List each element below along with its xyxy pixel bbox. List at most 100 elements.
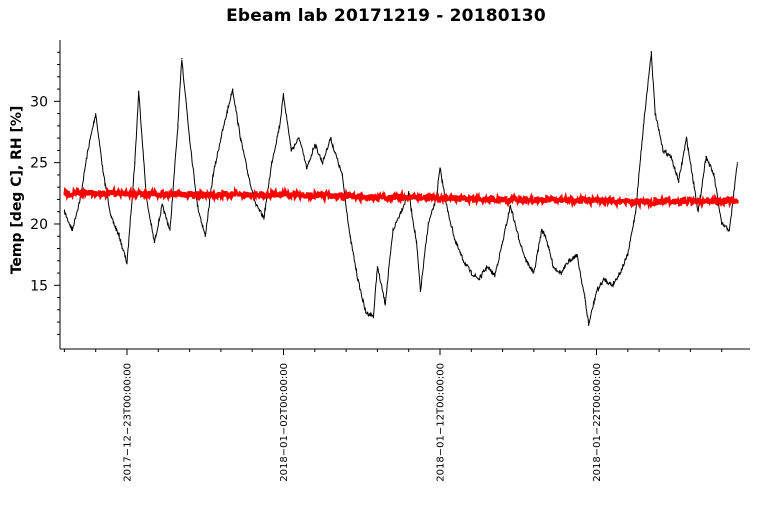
series-0-point <box>110 217 112 219</box>
series-0-point <box>654 113 656 115</box>
series-1 <box>63 184 739 211</box>
series-0-point <box>247 174 249 176</box>
series-1-point <box>642 201 645 203</box>
series-0-point <box>239 137 242 139</box>
series-0-point <box>153 241 155 243</box>
series-0-point <box>541 229 543 231</box>
series-0 <box>63 50 739 326</box>
series-0-point <box>341 174 343 176</box>
series-0-point <box>635 211 637 213</box>
series-0-point <box>619 272 621 274</box>
series-0-point <box>439 168 441 170</box>
series-0-point <box>693 186 695 188</box>
series-0-point <box>576 254 578 256</box>
series-1-point <box>517 198 519 200</box>
series-0-point <box>95 113 97 115</box>
series-0-point <box>118 235 120 237</box>
series-0-point <box>102 174 105 176</box>
series-0-point <box>627 254 629 256</box>
series-0-point <box>196 205 198 207</box>
series-0-point <box>314 143 316 145</box>
series-1-point <box>595 200 598 202</box>
series-0-point <box>478 278 480 280</box>
series-0-point <box>462 260 465 262</box>
series-0-point <box>650 51 652 53</box>
series-1-point <box>126 192 128 194</box>
y-tick-label: 30 <box>30 94 48 110</box>
series-0-point <box>349 235 351 237</box>
series-1-point <box>736 200 739 202</box>
series-1-point <box>439 197 441 199</box>
series-0-point <box>502 241 504 243</box>
series-0-point <box>322 162 324 164</box>
series-0-point <box>87 149 89 151</box>
y-tick-label: 20 <box>30 217 48 233</box>
series-0-point <box>204 235 206 237</box>
series-0-point <box>728 229 731 231</box>
series-0-point <box>169 229 171 231</box>
series-0-point <box>63 211 65 213</box>
series-0-point <box>290 149 292 151</box>
series-0-point <box>365 311 367 313</box>
series-0-point <box>415 241 418 243</box>
series-1-point <box>361 196 363 198</box>
x-tick-label: 2018−01−22T00:00:00 <box>592 363 603 482</box>
series-0-point <box>126 262 128 264</box>
series-0-point <box>282 94 285 96</box>
series-0-point <box>298 137 300 139</box>
series-0-point <box>138 90 140 93</box>
y-tick-label: 25 <box>30 156 48 172</box>
series-layer <box>63 50 739 326</box>
series-0-point <box>525 260 527 262</box>
series-1-point <box>204 193 206 196</box>
series-0-point <box>509 205 511 207</box>
series-1-trace <box>63 184 739 211</box>
series-0-point <box>560 272 562 274</box>
series-0-point <box>79 198 81 200</box>
series-0-point <box>486 266 488 268</box>
series-0-point <box>713 174 715 176</box>
series-0-point <box>568 260 570 262</box>
y-tick-label: 15 <box>30 278 48 294</box>
series-0-point <box>721 223 723 225</box>
series-0-point <box>533 272 535 274</box>
series-0-point <box>161 205 163 207</box>
series-0-point <box>470 272 472 274</box>
series-0-point <box>232 88 234 90</box>
series-0-point <box>134 162 136 164</box>
series-0-point <box>455 241 457 243</box>
series-0-point <box>736 162 739 164</box>
series-1-point <box>282 193 285 196</box>
series-0-point <box>662 149 664 151</box>
series-0-point <box>189 137 191 139</box>
series-0-point <box>517 235 519 237</box>
x-tick-label: 2018−01−12T00:00:00 <box>436 363 447 482</box>
series-0-point <box>408 192 410 194</box>
series-0-point <box>670 155 672 158</box>
series-0-point <box>372 315 375 317</box>
series-0-point <box>685 137 688 139</box>
series-0-point <box>271 162 273 164</box>
series-0-point <box>603 278 605 280</box>
series-0-point <box>384 303 386 305</box>
series-0-point <box>400 211 402 213</box>
series-0-trace <box>63 50 738 326</box>
series-0-point <box>545 235 547 237</box>
series-0-point <box>705 155 707 158</box>
series-0-point <box>306 168 308 170</box>
series-0-point <box>357 278 359 280</box>
series-0-point <box>212 174 214 176</box>
series-0-point <box>279 125 281 127</box>
series-0-point <box>255 205 257 207</box>
series-0-point <box>595 290 598 292</box>
series-0-point <box>220 137 222 139</box>
series-0-point <box>584 297 586 299</box>
x-tick-label: 2018−01−02T00:00:00 <box>279 363 290 482</box>
series-0-point <box>611 284 613 286</box>
series-0-point <box>376 266 378 268</box>
series-0-point <box>419 290 421 292</box>
series-0-point <box>181 57 183 60</box>
series-0-point <box>678 180 680 182</box>
series-0-point <box>329 137 332 139</box>
